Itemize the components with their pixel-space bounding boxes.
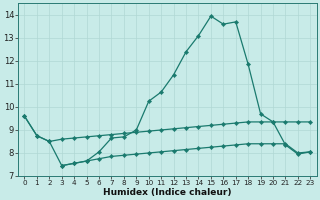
X-axis label: Humidex (Indice chaleur): Humidex (Indice chaleur) <box>103 188 232 197</box>
